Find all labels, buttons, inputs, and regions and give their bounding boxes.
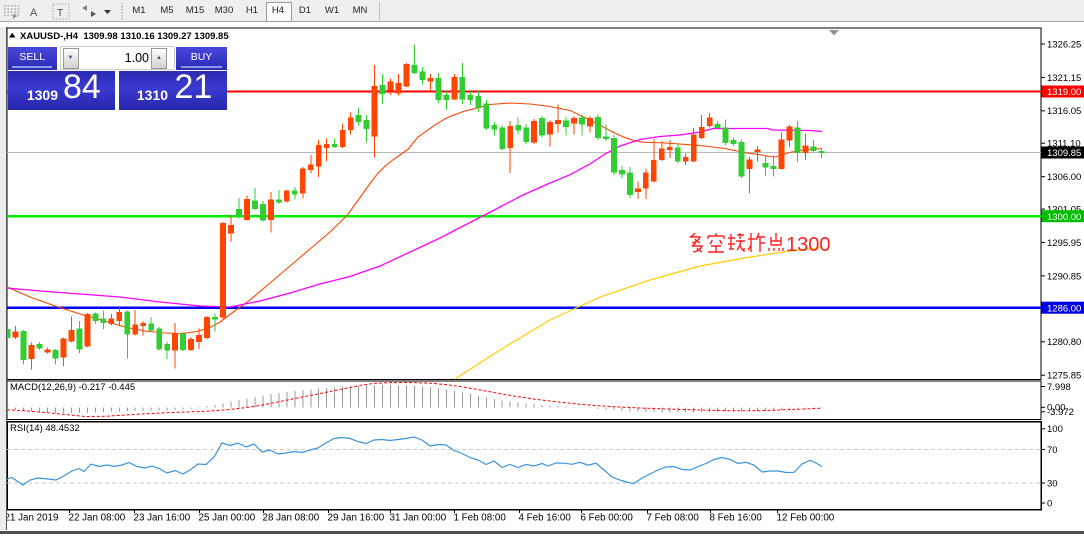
svg-text:7 Feb 08:00: 7 Feb 08:00 xyxy=(647,513,700,524)
svg-text:-3.972: -3.972 xyxy=(1047,407,1074,418)
svg-text:100: 100 xyxy=(1047,424,1063,435)
svg-text:12 Feb 00:00: 12 Feb 00:00 xyxy=(777,513,835,524)
svg-text:7.998: 7.998 xyxy=(1047,382,1071,393)
svg-text:1 Feb 08:00: 1 Feb 08:00 xyxy=(454,513,507,524)
svg-text:1275.85: 1275.85 xyxy=(1047,371,1081,382)
svg-text:1321.15: 1321.15 xyxy=(1047,73,1081,84)
svg-text:1319.00: 1319.00 xyxy=(1047,87,1081,98)
svg-text:1295.95: 1295.95 xyxy=(1047,238,1081,249)
svg-text:XAUUSD-,H4 1309.98 1310.16 13: XAUUSD-,H4 1309.98 1310.16 1309.27 1309.… xyxy=(20,31,229,42)
svg-text:1300: 1300 xyxy=(786,234,831,256)
svg-text:A: A xyxy=(30,7,38,19)
svg-text:31 Jan 00:00: 31 Jan 00:00 xyxy=(390,513,447,524)
svg-text:1286.00: 1286.00 xyxy=(1047,303,1081,314)
svg-text:6 Feb 00:00: 6 Feb 00:00 xyxy=(581,513,634,524)
svg-text:1280.80: 1280.80 xyxy=(1047,337,1081,348)
svg-text:28 Jan 08:00: 28 Jan 08:00 xyxy=(263,513,320,524)
svg-text:23 Jan 16:00: 23 Jan 16:00 xyxy=(134,513,191,524)
svg-text:F: F xyxy=(13,14,17,21)
svg-text:1326.25: 1326.25 xyxy=(1047,39,1081,50)
svg-text:25 Jan 00:00: 25 Jan 00:00 xyxy=(199,513,256,524)
svg-text:4 Feb 16:00: 4 Feb 16:00 xyxy=(519,513,572,524)
svg-text:T: T xyxy=(57,8,63,19)
svg-text:1306.00: 1306.00 xyxy=(1047,172,1081,183)
svg-text:29 Jan 16:00: 29 Jan 16:00 xyxy=(328,513,385,524)
svg-text:RSI(14) 48.4532: RSI(14) 48.4532 xyxy=(10,423,80,434)
svg-text:22 Jan 08:00: 22 Jan 08:00 xyxy=(69,513,126,524)
svg-text:30: 30 xyxy=(1047,478,1058,489)
svg-text:1300.00: 1300.00 xyxy=(1047,212,1081,223)
svg-text:21 Jan 2019: 21 Jan 2019 xyxy=(5,513,59,524)
svg-text:1290.85: 1290.85 xyxy=(1047,271,1081,282)
svg-text:8 Feb 16:00: 8 Feb 16:00 xyxy=(710,513,763,524)
svg-text:MACD(12,26,9) -0.217 -0.445: MACD(12,26,9) -0.217 -0.445 xyxy=(10,382,135,393)
svg-text:70: 70 xyxy=(1047,445,1058,456)
svg-text:1316.05: 1316.05 xyxy=(1047,106,1081,117)
svg-text:1309.85: 1309.85 xyxy=(1047,148,1081,159)
svg-text:0: 0 xyxy=(1047,498,1052,509)
